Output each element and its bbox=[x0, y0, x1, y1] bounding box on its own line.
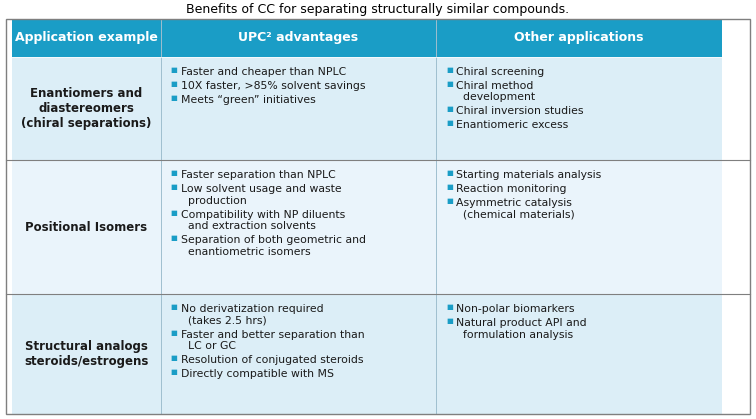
Text: Faster and cheaper than NPLC: Faster and cheaper than NPLC bbox=[181, 67, 346, 77]
Text: Meets “green” initiatives: Meets “green” initiatives bbox=[181, 95, 315, 105]
Text: ■: ■ bbox=[446, 304, 453, 310]
Text: Chiral inversion studies: Chiral inversion studies bbox=[456, 106, 584, 116]
Text: Application example: Application example bbox=[15, 31, 158, 44]
Text: Directly compatible with MS: Directly compatible with MS bbox=[181, 369, 334, 379]
Bar bbox=[12, 160, 161, 294]
Text: Low solvent usage and waste: Low solvent usage and waste bbox=[181, 184, 342, 194]
Text: ■: ■ bbox=[171, 80, 178, 87]
Text: Reaction monitoring: Reaction monitoring bbox=[456, 184, 566, 194]
Bar bbox=[161, 160, 436, 294]
Bar bbox=[161, 294, 436, 414]
Text: Structural analogs
steroids/estrogens: Structural analogs steroids/estrogens bbox=[24, 340, 149, 368]
Bar bbox=[436, 19, 722, 57]
Text: ■: ■ bbox=[446, 184, 453, 190]
Text: ■: ■ bbox=[171, 184, 178, 190]
Text: Resolution of conjugated steroids: Resolution of conjugated steroids bbox=[181, 355, 364, 365]
Text: ■: ■ bbox=[171, 355, 178, 361]
Text: ■: ■ bbox=[171, 210, 178, 216]
Text: ■: ■ bbox=[171, 304, 178, 310]
Text: Faster and better separation than: Faster and better separation than bbox=[181, 330, 364, 340]
Text: (takes 2.5 hrs): (takes 2.5 hrs) bbox=[181, 316, 267, 326]
Text: Faster separation than NPLC: Faster separation than NPLC bbox=[181, 170, 336, 180]
Bar bbox=[12, 19, 161, 57]
Text: ■: ■ bbox=[171, 67, 178, 72]
Text: production: production bbox=[181, 196, 246, 206]
Text: Natural product API and: Natural product API and bbox=[456, 318, 587, 328]
Text: and extraction solvents: and extraction solvents bbox=[181, 221, 316, 231]
Text: Compatibility with NP diluents: Compatibility with NP diluents bbox=[181, 210, 345, 220]
Text: Separation of both geometric and: Separation of both geometric and bbox=[181, 235, 366, 245]
Text: ■: ■ bbox=[446, 120, 453, 126]
Bar bbox=[436, 57, 722, 160]
Bar bbox=[12, 57, 161, 160]
Text: Other applications: Other applications bbox=[514, 31, 643, 44]
Text: LC or GC: LC or GC bbox=[181, 341, 236, 351]
Text: UPC² advantages: UPC² advantages bbox=[238, 31, 358, 44]
Text: development: development bbox=[456, 92, 535, 102]
Text: enantiometric isomers: enantiometric isomers bbox=[181, 247, 311, 257]
Bar bbox=[161, 57, 436, 160]
Text: ■: ■ bbox=[446, 80, 453, 87]
Text: ■: ■ bbox=[171, 170, 178, 176]
Text: ■: ■ bbox=[446, 198, 453, 204]
Text: No derivatization required: No derivatization required bbox=[181, 304, 324, 314]
Text: ■: ■ bbox=[446, 170, 453, 176]
Text: ■: ■ bbox=[171, 95, 178, 101]
Text: ■: ■ bbox=[446, 67, 453, 72]
Text: (chemical materials): (chemical materials) bbox=[456, 210, 575, 220]
Text: 10X faster, >85% solvent savings: 10X faster, >85% solvent savings bbox=[181, 80, 365, 91]
Text: ■: ■ bbox=[446, 106, 453, 112]
Text: Positional Isomers: Positional Isomers bbox=[26, 221, 147, 234]
Bar bbox=[12, 294, 161, 414]
Bar bbox=[436, 294, 722, 414]
Text: Starting materials analysis: Starting materials analysis bbox=[456, 170, 601, 180]
Bar bbox=[161, 19, 436, 57]
Text: ■: ■ bbox=[171, 369, 178, 375]
Text: Benefits of CC for separating structurally similar compounds.: Benefits of CC for separating structural… bbox=[187, 3, 569, 16]
Text: ■: ■ bbox=[446, 318, 453, 324]
Text: Chiral screening: Chiral screening bbox=[456, 67, 544, 77]
Text: Chiral method: Chiral method bbox=[456, 80, 534, 91]
Text: Asymmetric catalysis: Asymmetric catalysis bbox=[456, 198, 572, 208]
Text: Enantiomers and
diastereomers
(chiral separations): Enantiomers and diastereomers (chiral se… bbox=[21, 87, 151, 130]
Text: Non-polar biomarkers: Non-polar biomarkers bbox=[456, 304, 575, 314]
Text: formulation analysis: formulation analysis bbox=[456, 330, 573, 340]
Bar bbox=[436, 160, 722, 294]
Text: Enantiomeric excess: Enantiomeric excess bbox=[456, 120, 569, 130]
Text: ■: ■ bbox=[171, 330, 178, 336]
Text: ■: ■ bbox=[171, 235, 178, 241]
